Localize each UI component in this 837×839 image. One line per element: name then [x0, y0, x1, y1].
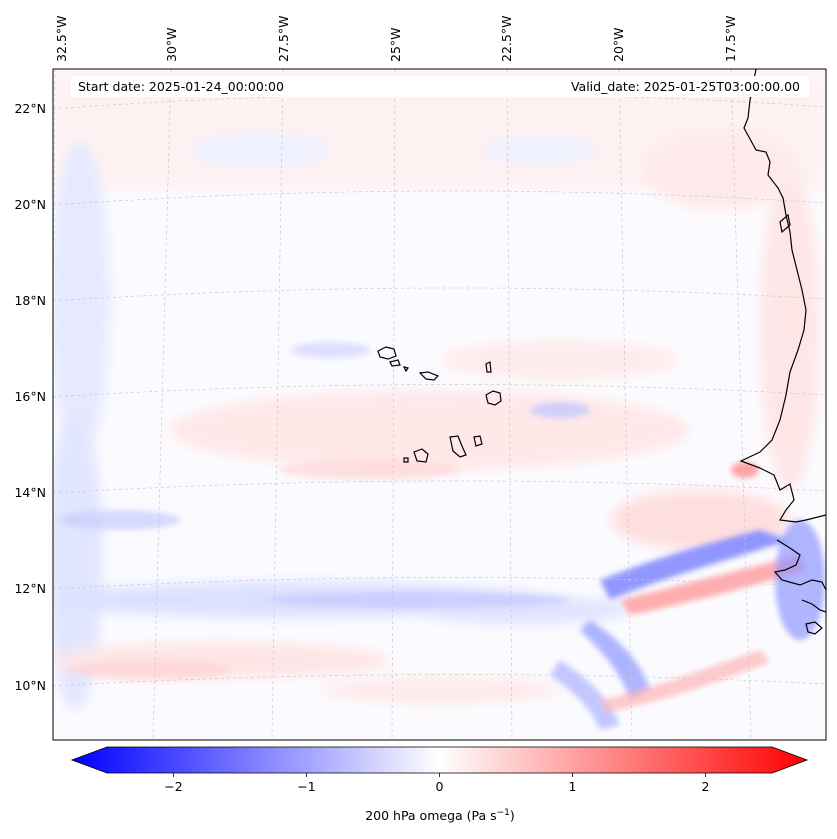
lat-label-10n: 10°N [14, 678, 46, 693]
longitude-labels: 32.5°W 30°W 27.5°W 25°W 22.5°W 20°W 17.5… [54, 16, 738, 62]
lon-label-17-5w: 17.5°W [723, 16, 738, 62]
coastline-africa [739, 69, 826, 635]
lat-label-14n: 14°N [14, 485, 46, 500]
lat-label-20n: 20°N [14, 197, 46, 212]
colorbar-tick-label: 1 [569, 779, 577, 794]
lon-label-25w: 25°W [388, 27, 403, 62]
colorbar-tick-label: 2 [702, 779, 710, 794]
colorbar-label: 200 hPa omega (Pa s−1) [365, 808, 515, 823]
start-date-label: Start date: 2025-01-24_00:00:00 [78, 79, 284, 94]
lat-label-18n: 18°N [14, 293, 46, 308]
lon-label-30w: 30°W [164, 27, 179, 62]
colorbar-bar [70, 746, 809, 774]
cape-verde-islands [377, 346, 502, 463]
colorbar-tick-label: −1 [297, 779, 315, 794]
colorbar-ticks: −2 −1 0 1 2 [164, 773, 709, 794]
lat-label-12n: 12°N [14, 581, 46, 596]
map-panel: Start date: 2025-01-24_00:00:00 Valid_da… [52, 68, 827, 741]
graticule [53, 69, 826, 740]
lon-label-27-5w: 27.5°W [276, 16, 291, 62]
map-frame [52, 68, 827, 741]
lat-label-16n: 16°N [14, 389, 46, 404]
lon-label-20w: 20°W [611, 27, 626, 62]
lat-label-22n: 22°N [14, 101, 46, 116]
latitude-labels: 22°N 20°N 18°N 16°N 14°N 12°N 10°N [14, 101, 46, 693]
annotation-box [71, 76, 809, 97]
lon-label-32-5w: 32.5°W [54, 16, 69, 62]
colorbar-tick-label: −2 [164, 779, 182, 794]
omega-field: Start date: 2025-01-24_00:00:00 Valid_da… [53, 69, 826, 740]
colorbar-tick-label: 0 [436, 779, 444, 794]
lon-label-22-5w: 22.5°W [499, 16, 514, 62]
valid-date-label: Valid_date: 2025-01-25T03:00:00.00 [571, 79, 800, 94]
colorbar: −2 −1 0 1 2 200 hPa omega (Pa s−1) [70, 746, 809, 823]
